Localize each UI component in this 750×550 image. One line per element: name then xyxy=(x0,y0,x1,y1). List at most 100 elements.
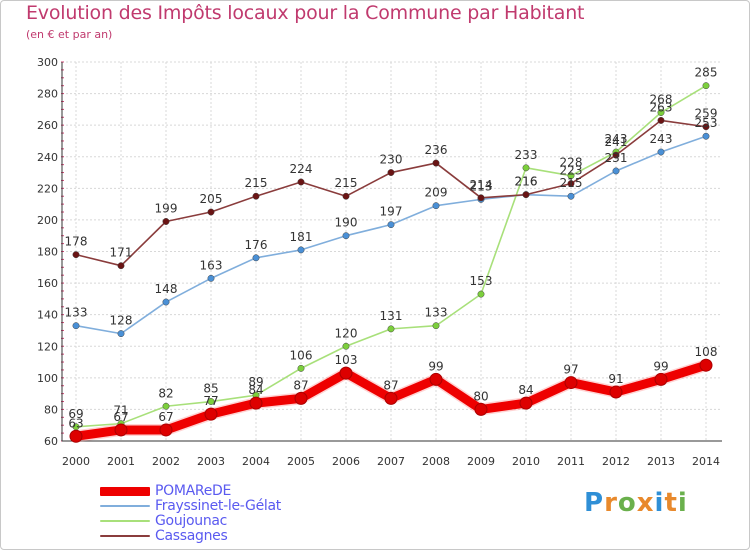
x-tick-label: 2003 xyxy=(197,455,225,468)
data-label: 233 xyxy=(515,148,538,162)
x-tick-label: 2009 xyxy=(467,455,495,468)
data-point xyxy=(432,202,440,210)
logo-letter: i xyxy=(677,488,688,518)
legend-item: Frayssinet-le-Gélat xyxy=(100,498,281,514)
data-label: 99 xyxy=(428,359,443,373)
legend-swatch xyxy=(100,505,150,507)
y-tick-label: 180 xyxy=(37,246,58,259)
data-label: 67 xyxy=(158,410,173,424)
data-label: 176 xyxy=(245,238,268,252)
data-label: 171 xyxy=(110,246,133,260)
data-label: 181 xyxy=(290,230,313,244)
x-tick-label: 2006 xyxy=(332,455,360,468)
data-label: 231 xyxy=(605,151,628,165)
legend-label: Cassagnes xyxy=(155,528,228,544)
data-point xyxy=(204,407,218,421)
x-tick-label: 2012 xyxy=(602,455,630,468)
data-label: 216 xyxy=(515,175,538,189)
x-tick-label: 2005 xyxy=(287,455,315,468)
data-label: 230 xyxy=(380,153,403,167)
x-tick-label: 2004 xyxy=(242,455,270,468)
y-tick-label: 60 xyxy=(44,435,58,448)
data-label: 178 xyxy=(65,235,88,249)
data-label: 84 xyxy=(248,383,263,397)
data-label: 85 xyxy=(203,382,218,396)
data-point xyxy=(519,396,533,410)
data-label: 209 xyxy=(425,186,448,200)
data-point xyxy=(474,402,488,416)
data-point xyxy=(117,262,125,270)
data-point xyxy=(207,274,215,282)
data-point xyxy=(699,358,713,372)
data-point xyxy=(294,391,308,405)
y-tick-label: 160 xyxy=(37,277,58,290)
data-point xyxy=(387,325,395,333)
data-point xyxy=(657,116,665,124)
y-tick-label: 120 xyxy=(37,340,58,353)
data-point xyxy=(162,402,170,410)
logo-letter: t xyxy=(664,488,678,518)
y-tick-label: 140 xyxy=(37,309,58,322)
chart-title: Evolution des Impôts locaux pour la Comm… xyxy=(26,2,585,24)
x-tick-label: 2011 xyxy=(557,455,585,468)
data-point xyxy=(117,330,125,338)
y-tick-label: 100 xyxy=(37,372,58,385)
legend-item: Cassagnes xyxy=(100,528,228,544)
legend-label: Frayssinet-le-Gélat xyxy=(155,498,281,514)
data-label: 63 xyxy=(68,416,83,430)
y-tick-label: 220 xyxy=(37,182,58,195)
data-point xyxy=(609,385,623,399)
y-tick-label: 300 xyxy=(37,56,58,69)
data-point xyxy=(342,342,350,350)
data-label: 190 xyxy=(335,216,358,230)
data-point xyxy=(657,109,665,116)
data-point xyxy=(72,322,80,330)
data-point xyxy=(702,123,710,131)
data-point xyxy=(654,372,668,386)
data-point xyxy=(477,194,485,202)
data-label: 228 xyxy=(560,156,583,170)
logo-letter: P xyxy=(584,488,605,518)
data-label: 108 xyxy=(695,345,718,359)
data-point xyxy=(207,208,215,216)
data-label: 128 xyxy=(110,314,133,328)
data-point xyxy=(252,192,260,200)
data-label: 87 xyxy=(293,378,308,392)
data-label: 153 xyxy=(470,274,493,288)
x-tick-label: 2010 xyxy=(512,455,540,468)
logo-letter: o xyxy=(617,488,637,518)
data-label: 263 xyxy=(650,100,673,114)
data-label: 214 xyxy=(470,178,493,192)
data-label: 253 xyxy=(695,116,718,130)
data-point xyxy=(702,132,710,140)
data-label: 82 xyxy=(158,386,173,400)
data-label: 133 xyxy=(425,306,448,320)
data-label: 205 xyxy=(200,192,223,206)
logo-letter: i xyxy=(654,488,665,518)
data-point xyxy=(657,148,665,156)
data-point xyxy=(162,218,170,225)
y-tick-label: 240 xyxy=(37,151,58,164)
data-label: 199 xyxy=(155,201,178,215)
data-label: 71 xyxy=(113,404,128,418)
data-point xyxy=(162,298,170,306)
data-label: 103 xyxy=(335,353,358,367)
data-label: 259 xyxy=(695,107,718,121)
data-label: 67 xyxy=(113,410,128,424)
data-label: 106 xyxy=(290,348,313,362)
data-point xyxy=(159,423,173,437)
data-point xyxy=(339,366,353,380)
data-point xyxy=(564,376,578,390)
data-label: 148 xyxy=(155,282,178,296)
data-label: 215 xyxy=(560,176,583,190)
legend-swatch xyxy=(100,535,150,537)
legend-swatch xyxy=(100,520,150,522)
logo-letter: x xyxy=(636,488,655,518)
data-point xyxy=(567,192,575,200)
data-point xyxy=(567,172,575,180)
data-label: 120 xyxy=(335,326,358,340)
data-label: 243 xyxy=(650,132,673,146)
y-tick-label: 80 xyxy=(44,403,58,416)
x-tick-label: 2008 xyxy=(422,455,450,468)
data-label: 216 xyxy=(515,175,538,189)
